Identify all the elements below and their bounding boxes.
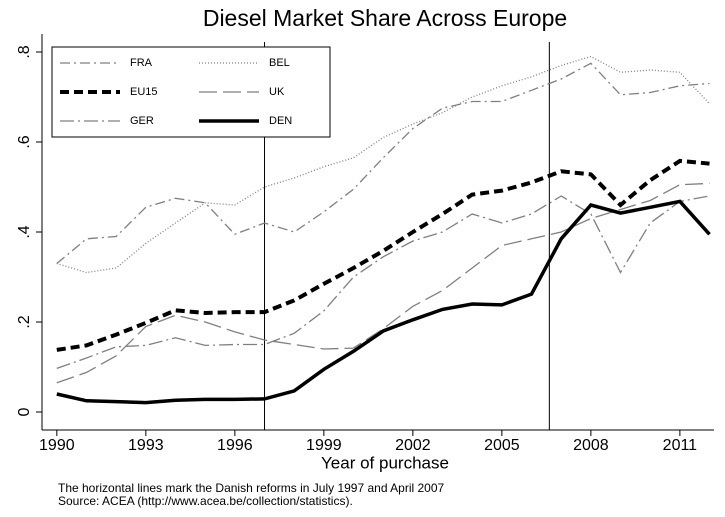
legend-label: FRA [130, 57, 153, 69]
x-axis-title: Year of purchase [321, 453, 449, 472]
y-tick-label: .6 [16, 135, 33, 148]
note: Source: ACEA (http://www.acea.be/collect… [58, 494, 353, 508]
series-line [56, 55, 710, 274]
x-tick-label: 1990 [39, 437, 75, 454]
legend-label: BEL [269, 57, 290, 69]
x-tick-label: 2002 [395, 437, 431, 454]
legend-label: DEN [269, 115, 292, 127]
note: The horizontal lines mark the Danish ref… [58, 481, 445, 495]
series-line [56, 158, 710, 352]
series-line [56, 199, 711, 405]
y-tick-label: 0 [16, 407, 33, 416]
x-tick-label: 2008 [573, 437, 609, 454]
y-tick-label: .2 [16, 315, 33, 328]
y-tick-label: .4 [16, 225, 33, 238]
x-tick-label: 1999 [306, 437, 342, 454]
x-tick-label: 1996 [217, 437, 253, 454]
series-line [56, 195, 710, 370]
chart-title: Diesel Market Share Across Europe [203, 5, 567, 31]
series-line [56, 62, 710, 264]
y-tick-label: .8 [16, 45, 33, 58]
x-tick-label: 2011 [663, 437, 698, 454]
series-line [56, 182, 710, 384]
legend-label: GER [130, 115, 154, 127]
legend-box [51, 46, 331, 138]
x-tick-label: 1993 [128, 437, 164, 454]
legend-label: UK [269, 86, 285, 98]
x-tick-label: 2005 [484, 437, 520, 454]
legend-label: EU15 [130, 86, 158, 98]
